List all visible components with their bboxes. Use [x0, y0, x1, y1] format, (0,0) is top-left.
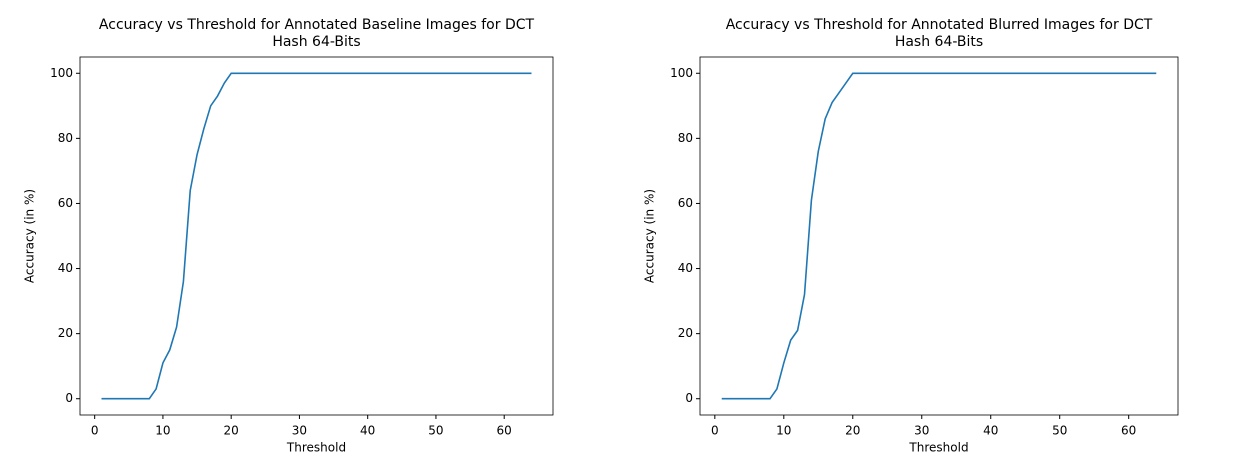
chart-title: Accuracy vs Threshold for Annotated Blur… — [726, 17, 1153, 33]
x-tick-label: 20 — [845, 424, 860, 438]
x-tick-label: 60 — [497, 424, 512, 438]
x-tick-label: 50 — [1052, 424, 1067, 438]
y-tick-label: 100 — [50, 66, 73, 80]
x-tick-label: 30 — [292, 424, 307, 438]
x-tick-label: 10 — [776, 424, 791, 438]
chart-title: Accuracy vs Threshold for Annotated Base… — [99, 17, 535, 33]
y-tick-label: 0 — [685, 391, 693, 405]
chart-title: Hash 64-Bits — [272, 34, 360, 50]
y-tick-label: 60 — [678, 196, 693, 210]
y-tick-label: 40 — [58, 261, 73, 275]
y-tick-label: 80 — [678, 131, 693, 145]
x-tick-label: 20 — [224, 424, 239, 438]
x-axis-label: Threshold — [286, 441, 346, 455]
x-tick-label: 10 — [155, 424, 170, 438]
plot-frame — [79, 56, 554, 416]
y-tick-label: 20 — [678, 326, 693, 340]
y-axis-label: Accuracy (in %) — [643, 189, 657, 283]
chart-title: Hash 64-Bits — [895, 34, 983, 50]
x-tick-label: 40 — [983, 424, 998, 438]
y-tick-label: 0 — [65, 391, 73, 405]
y-tick-label: 80 — [58, 131, 73, 145]
x-tick-label: 60 — [1121, 424, 1136, 438]
y-tick-label: 40 — [678, 261, 693, 275]
x-tick-label: 0 — [91, 424, 99, 438]
x-tick-label: 30 — [914, 424, 929, 438]
y-tick-label: 20 — [58, 326, 73, 340]
x-tick-label: 40 — [360, 424, 375, 438]
plot-frame — [699, 56, 1179, 416]
x-axis-label: Threshold — [908, 441, 968, 455]
y-tick-label: 60 — [58, 196, 73, 210]
y-tick-label: 100 — [670, 66, 693, 80]
data-line — [721, 72, 1157, 400]
x-tick-label: 0 — [711, 424, 719, 438]
data-line — [101, 72, 532, 400]
y-axis-label: Accuracy (in %) — [23, 189, 37, 283]
x-tick-label: 50 — [428, 424, 443, 438]
